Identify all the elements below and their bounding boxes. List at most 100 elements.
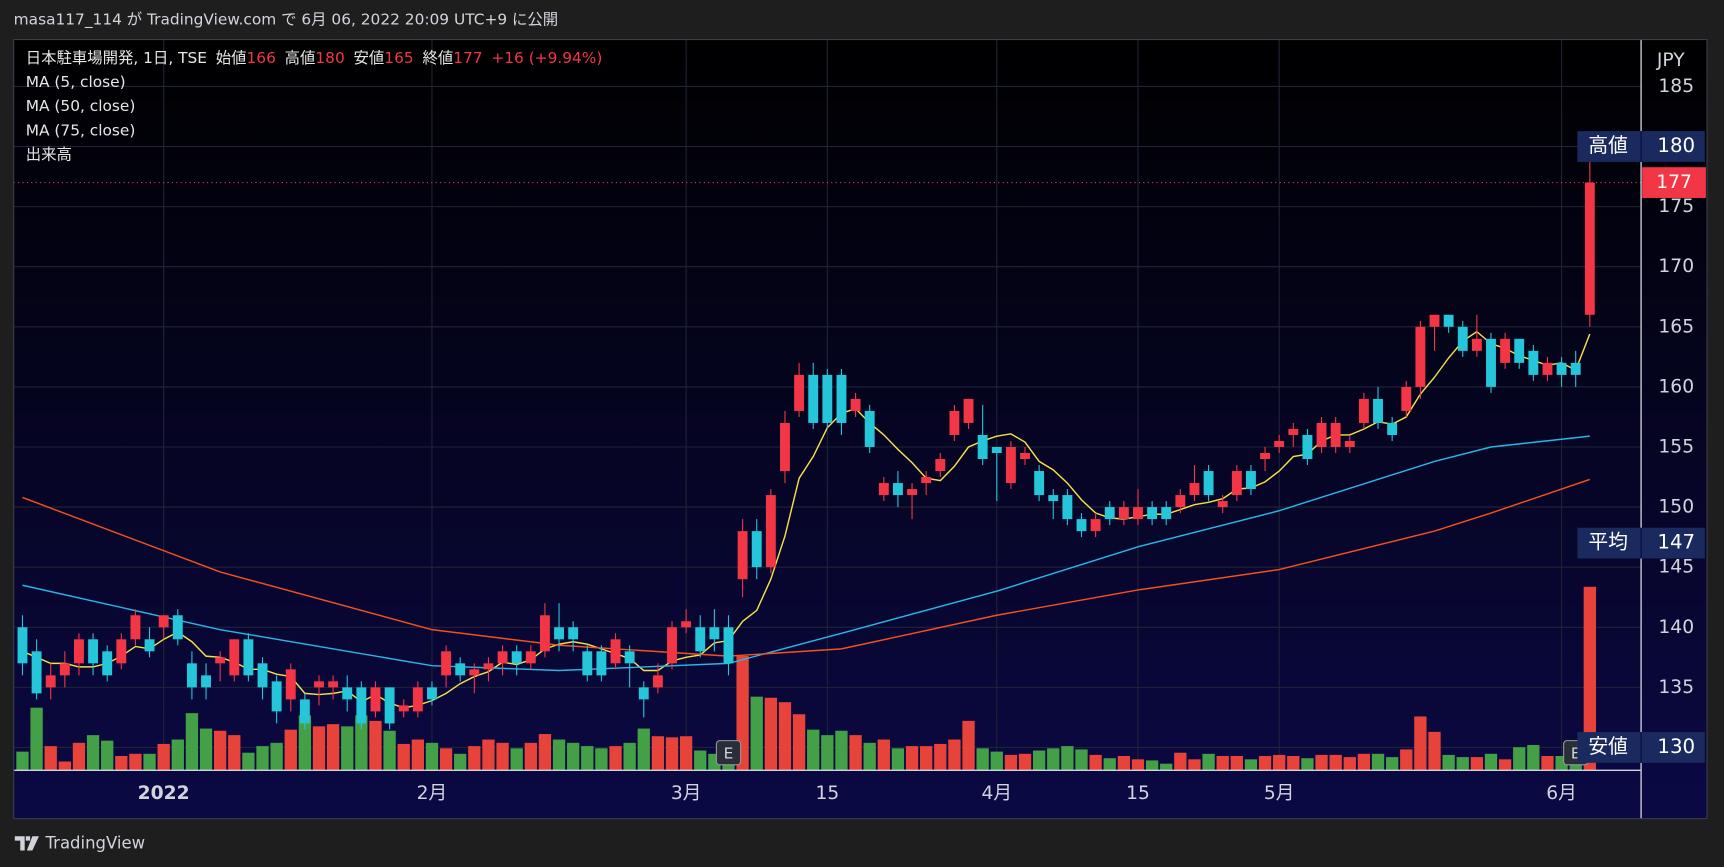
candle-body	[186, 663, 197, 688]
volume-bar	[256, 746, 269, 771]
volume-bar	[1287, 756, 1300, 771]
candle-body	[1500, 338, 1511, 363]
candle-body	[483, 663, 494, 670]
candle-body	[1387, 422, 1398, 435]
volume-bar	[524, 742, 537, 771]
close-value: 177	[453, 49, 482, 67]
ma-line	[22, 330, 1591, 709]
volume-bar	[326, 724, 340, 771]
volume-bar	[1103, 758, 1116, 771]
candle-body	[1556, 362, 1567, 375]
volume-bar	[101, 740, 114, 771]
x-tick-label: 2月	[417, 783, 448, 804]
y-tick-label: 185	[1658, 76, 1694, 97]
volume-bar	[1371, 753, 1385, 771]
indicator-label: MA (50, close)	[26, 97, 136, 115]
candle-body	[441, 651, 452, 676]
candle-body	[539, 615, 550, 652]
candle-body	[314, 681, 324, 688]
volume-bar	[835, 730, 848, 771]
annotation-label: 高値	[1588, 134, 1628, 157]
volume-bar	[58, 761, 71, 771]
brand-logo	[14, 836, 39, 851]
footer: TradingView	[14, 833, 145, 852]
candle-body	[257, 663, 268, 688]
volume-bar	[1075, 749, 1088, 771]
close-label: 終値	[422, 49, 453, 67]
volume-bar	[298, 715, 312, 771]
candle-body	[1302, 434, 1313, 460]
publish-info: masa117_114 が TradingView.com で 6月 06, 2…	[14, 10, 558, 29]
candle-body	[765, 495, 776, 568]
candle-body	[794, 374, 805, 411]
currency: JPY	[1656, 50, 1685, 71]
volume-bar	[1032, 750, 1046, 771]
volume-bar	[990, 751, 1003, 771]
volume-bar	[1244, 759, 1258, 771]
candle-body	[45, 675, 56, 688]
candle-body	[822, 374, 833, 423]
volume-bar	[552, 739, 566, 771]
volume-bar	[496, 742, 509, 771]
candle-body	[850, 398, 861, 411]
y-tick-label: 150	[1658, 497, 1694, 518]
candle-body	[1429, 314, 1440, 327]
change: +16 (+9.94%)	[491, 49, 602, 67]
volume-bar	[1442, 754, 1455, 771]
volume-bar	[567, 742, 580, 771]
x-tick-label: 15	[815, 783, 839, 804]
candle-body	[808, 374, 819, 423]
volume-bar	[1145, 760, 1159, 771]
candle-body	[1062, 495, 1073, 520]
candle-body	[497, 651, 508, 664]
candle-body	[201, 675, 211, 688]
volume-bar	[397, 743, 410, 771]
chart-background	[13, 39, 1708, 819]
candle-body	[751, 531, 762, 568]
volume-bar	[623, 742, 636, 771]
volume-bar	[679, 736, 693, 771]
volume-bar	[1174, 752, 1187, 771]
volume-bar	[637, 728, 650, 771]
volume-bar	[694, 750, 707, 771]
annotation-label: 平均	[1588, 531, 1628, 554]
candle-body	[172, 615, 183, 640]
candle-body	[356, 687, 367, 724]
volume-bar	[905, 746, 919, 771]
candle-body	[554, 627, 564, 640]
candle-body	[398, 705, 409, 712]
candle-body	[412, 687, 423, 712]
candle-body	[455, 663, 466, 676]
candle-body	[1118, 507, 1129, 520]
annotation-value: 130	[1657, 735, 1695, 758]
volume-bar	[1047, 748, 1060, 771]
x-tick-label: 15	[1126, 783, 1150, 804]
volume-bar	[185, 713, 199, 771]
candle-body	[921, 477, 932, 484]
volume-bar	[510, 748, 523, 771]
candle-body	[1471, 338, 1482, 351]
volume-bar	[962, 720, 975, 771]
grid	[13, 39, 1642, 771]
candle-body	[596, 651, 607, 676]
candle-body	[1189, 483, 1200, 496]
candle-body	[737, 531, 748, 580]
volume-bar	[934, 743, 947, 771]
open-value: 166	[247, 49, 276, 67]
low-label: 安値	[354, 49, 385, 67]
volume-bar	[920, 746, 933, 771]
volume-bar	[1498, 759, 1512, 771]
volume-bar	[242, 752, 255, 771]
volume-bar	[44, 746, 57, 771]
volume-bar	[312, 726, 326, 771]
candle-body	[1344, 440, 1355, 447]
volume-bar	[16, 751, 29, 771]
candle-body	[1161, 507, 1172, 520]
volume-bar	[1117, 756, 1131, 771]
volume-bar	[1301, 758, 1314, 771]
indicator-label: MA (75, close)	[26, 121, 136, 139]
volume-label: 出来高	[26, 145, 72, 163]
candle-body	[328, 681, 339, 688]
volume-bar	[30, 707, 43, 771]
y-tick-label: 165	[1658, 316, 1694, 337]
